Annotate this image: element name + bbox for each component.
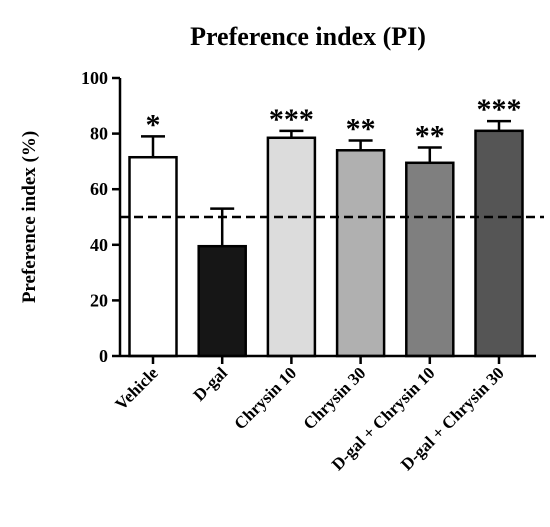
y-tick-label: 80 xyxy=(90,124,108,144)
significance-marker: *** xyxy=(477,93,522,126)
x-tick-label: Vehicle xyxy=(111,363,162,414)
plot-area: 0 20 40 60 80 100 * Vehicle D-gal *** Chrysin 10 **… xyxy=(81,68,544,474)
bar-chrysin-30 xyxy=(335,149,386,358)
significance-marker: ** xyxy=(415,120,445,153)
y-tick-label: 20 xyxy=(90,290,108,310)
significance-marker: * xyxy=(146,108,161,141)
y-tick-label: 100 xyxy=(81,68,108,88)
bar-chrysin-10 xyxy=(266,136,317,358)
x-tick-label: Chrysin 10 xyxy=(230,363,300,433)
significance-marker: ** xyxy=(346,113,376,146)
x-tick-label: D-gal xyxy=(190,363,232,405)
bar-d-gal-chrysin-10 xyxy=(405,161,455,358)
significance-marker: *** xyxy=(269,103,314,136)
y-tick-label: 0 xyxy=(99,346,108,366)
bar-d-gal xyxy=(197,244,247,358)
y-axis-label: Preference index (%) xyxy=(19,131,40,303)
bar-d-gal-chrysin-30 xyxy=(474,129,524,358)
bar-vehicle xyxy=(128,155,178,358)
chart-title: Preference index (PI) xyxy=(190,22,426,51)
y-tick-label: 40 xyxy=(90,235,108,255)
y-tick-label: 60 xyxy=(90,179,108,199)
x-tick-label: Chrysin 30 xyxy=(300,363,370,433)
